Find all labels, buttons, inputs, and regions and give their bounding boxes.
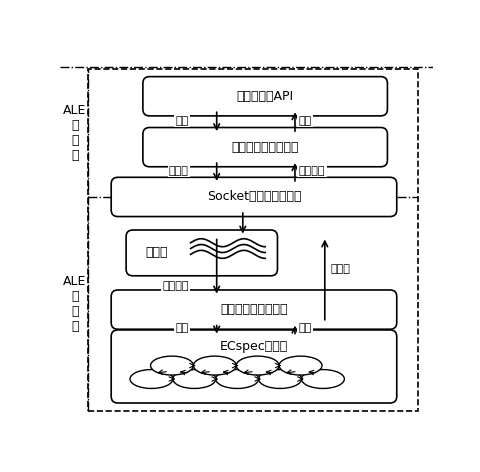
FancyBboxPatch shape (143, 76, 386, 116)
FancyBboxPatch shape (143, 127, 386, 167)
Text: 序列化: 序列化 (330, 264, 349, 274)
Ellipse shape (278, 356, 321, 375)
Bar (88, 69, 417, 411)
Ellipse shape (150, 356, 193, 375)
Text: 解析: 解析 (298, 116, 312, 126)
Text: 解析: 解析 (175, 323, 188, 334)
Text: Socket序列化收发接口: Socket序列化收发接口 (206, 190, 300, 203)
Text: ALE
客
户
端: ALE 客 户 端 (63, 104, 86, 162)
Text: 封装: 封装 (298, 323, 312, 334)
FancyBboxPatch shape (111, 290, 396, 329)
Ellipse shape (193, 356, 236, 375)
Text: ECspec状态机: ECspec状态机 (219, 340, 288, 353)
Ellipse shape (258, 370, 301, 388)
Ellipse shape (236, 356, 278, 375)
Text: 封装: 封装 (175, 116, 188, 126)
Ellipse shape (172, 370, 216, 388)
FancyBboxPatch shape (111, 177, 396, 217)
Text: 应用层事件API: 应用层事件API (236, 90, 293, 103)
Ellipse shape (130, 370, 172, 388)
Ellipse shape (216, 370, 258, 388)
Text: ALE
服
务
端: ALE 服 务 端 (63, 275, 86, 333)
Text: 反序列化: 反序列化 (298, 166, 324, 176)
Text: 反序列化: 反序列化 (162, 281, 188, 291)
Text: 序列化: 序列化 (168, 166, 188, 176)
Text: 线程池: 线程池 (145, 246, 168, 260)
FancyBboxPatch shape (111, 330, 396, 403)
Ellipse shape (301, 370, 344, 388)
Text: 第二命令对象处理器: 第二命令对象处理器 (220, 303, 287, 316)
Text: 第一命令对象处理器: 第一命令对象处理器 (231, 141, 298, 154)
FancyBboxPatch shape (126, 230, 277, 276)
